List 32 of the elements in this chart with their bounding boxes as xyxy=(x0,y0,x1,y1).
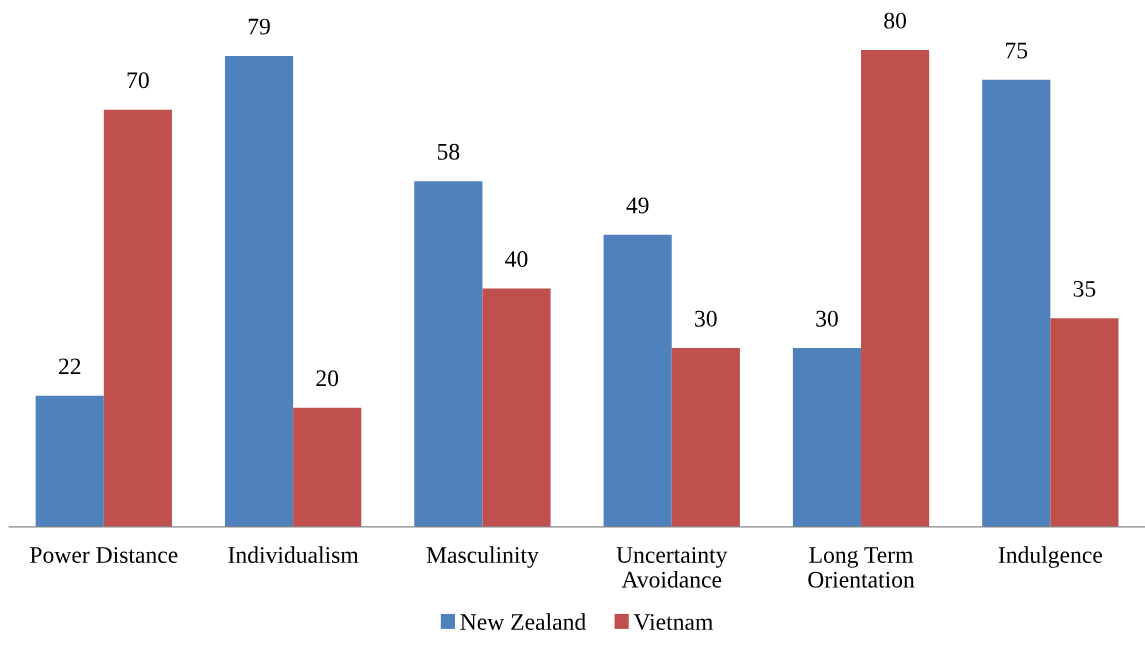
bar xyxy=(861,50,930,527)
bar xyxy=(35,395,104,527)
x-tick-label: Long Term Orientation xyxy=(808,547,915,588)
x-tick-label: Power Distance xyxy=(30,547,178,563)
legend-label: New Zealand xyxy=(460,613,586,630)
bar xyxy=(293,407,362,527)
data-label: 58 xyxy=(437,143,460,160)
bar xyxy=(103,109,172,527)
data-label: 79 xyxy=(248,18,270,35)
bar xyxy=(224,56,294,527)
bar xyxy=(1050,318,1119,527)
data-label: 40 xyxy=(505,251,528,268)
data-label: 75 xyxy=(1006,42,1028,59)
bar xyxy=(414,181,483,527)
data-label: 30 xyxy=(816,310,838,327)
bar xyxy=(671,348,740,527)
data-label: 70 xyxy=(127,72,149,89)
bar xyxy=(982,79,1051,527)
x-tick-label: Masculinity xyxy=(426,546,539,568)
data-label: 22 xyxy=(58,358,81,375)
bar xyxy=(482,288,551,527)
data-label: 49 xyxy=(626,197,649,214)
data-label: 35 xyxy=(1073,280,1096,297)
x-tick-label: Individualism xyxy=(228,546,359,563)
data-label: 20 xyxy=(316,370,339,387)
x-tick-label: Indulgence xyxy=(998,546,1102,568)
bar xyxy=(603,234,672,527)
legend-label: Vietnam xyxy=(633,614,713,631)
data-label: 30 xyxy=(695,310,717,327)
x-tick-label: Uncertainty Avoidance xyxy=(616,547,728,588)
bar xyxy=(792,348,862,527)
data-label: 80 xyxy=(884,12,907,29)
